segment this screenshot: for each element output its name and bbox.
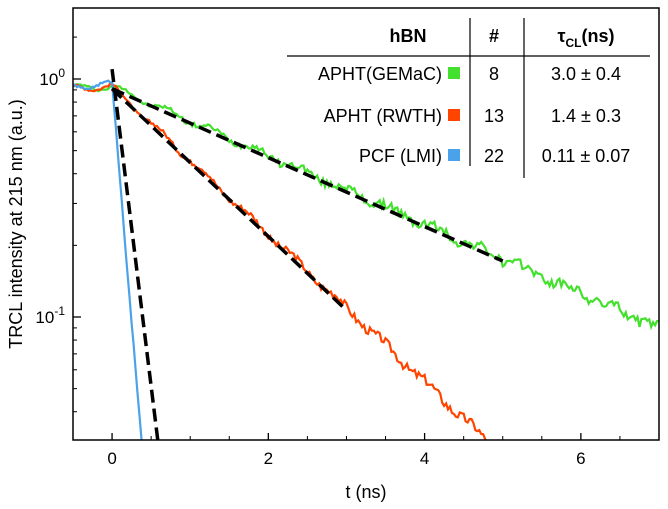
legend-header-tau: τCL(ns) [557,26,614,50]
x-axis-label: t (ns) [345,482,386,502]
legend-row-3-count: 22 [484,146,504,166]
plot-frame [72,7,660,441]
legend-row-2-name: APHT (RWTH) [324,106,442,126]
fit-layer [110,68,504,440]
legend-row-3-name: PCF (LMI) [359,146,442,166]
legend-row-1-count: 8 [489,64,499,84]
legend-row-1-swatch [448,67,460,79]
data-layer [73,79,659,440]
x-tick-label: 0 [107,449,116,468]
legend-row-1-name: APHT(GEMaC) [318,64,442,84]
legend-row-2-swatch [448,109,460,121]
y-axis-label: TRCL intensity at 215 nm (a.u.) [6,99,26,348]
legend-row-3-tau: 0.11 ± 0.07 [542,146,631,166]
legend-row-2-tau: 1.4 ± 0.3 [551,106,621,126]
y-tick-label: 10-1 [35,304,65,327]
x-tick-label: 2 [264,449,273,468]
x-tick-label: 4 [420,449,429,468]
series-pcf-lmi [73,79,143,440]
x-tick-label: 6 [576,449,585,468]
legend-row-3-swatch [448,149,460,161]
series-apht-rwth [73,82,487,440]
fit-pcf-line [110,68,160,440]
legend-table: hBN # τCL(ns) APHT(GEMaC) 8 3.0 ± 0.4 AP… [287,18,650,178]
legend-row-2-count: 13 [484,106,504,126]
axis-ticks: 0 2 4 6 100 10-1 [35,36,660,468]
fit-rwth-line [110,87,348,312]
legend-header-sample: hBN [390,26,427,46]
y-tick-label: 100 [39,66,65,89]
legend-header-count: # [489,26,499,46]
legend-row-1-tau: 3.0 ± 0.4 [551,64,621,84]
fit-gemac-line [111,87,504,263]
